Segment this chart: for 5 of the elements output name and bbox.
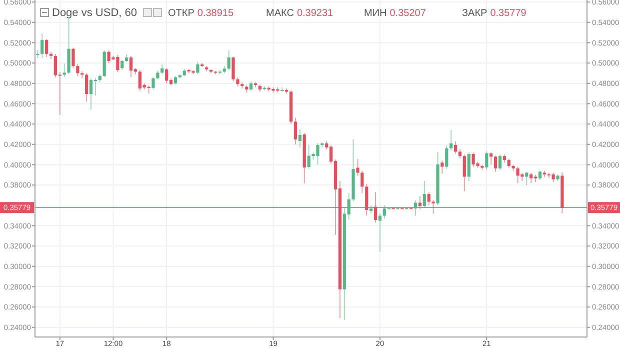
annotation: МИН 0.35207 <box>364 8 426 19</box>
annotation: ОТКР 0.38915 <box>168 8 234 19</box>
annotation: ЗАКР 0.35779 <box>462 8 527 19</box>
text: Doge vs USD, 60 <box>52 7 137 19</box>
annotation: МАКС 0.39231 <box>266 8 334 19</box>
